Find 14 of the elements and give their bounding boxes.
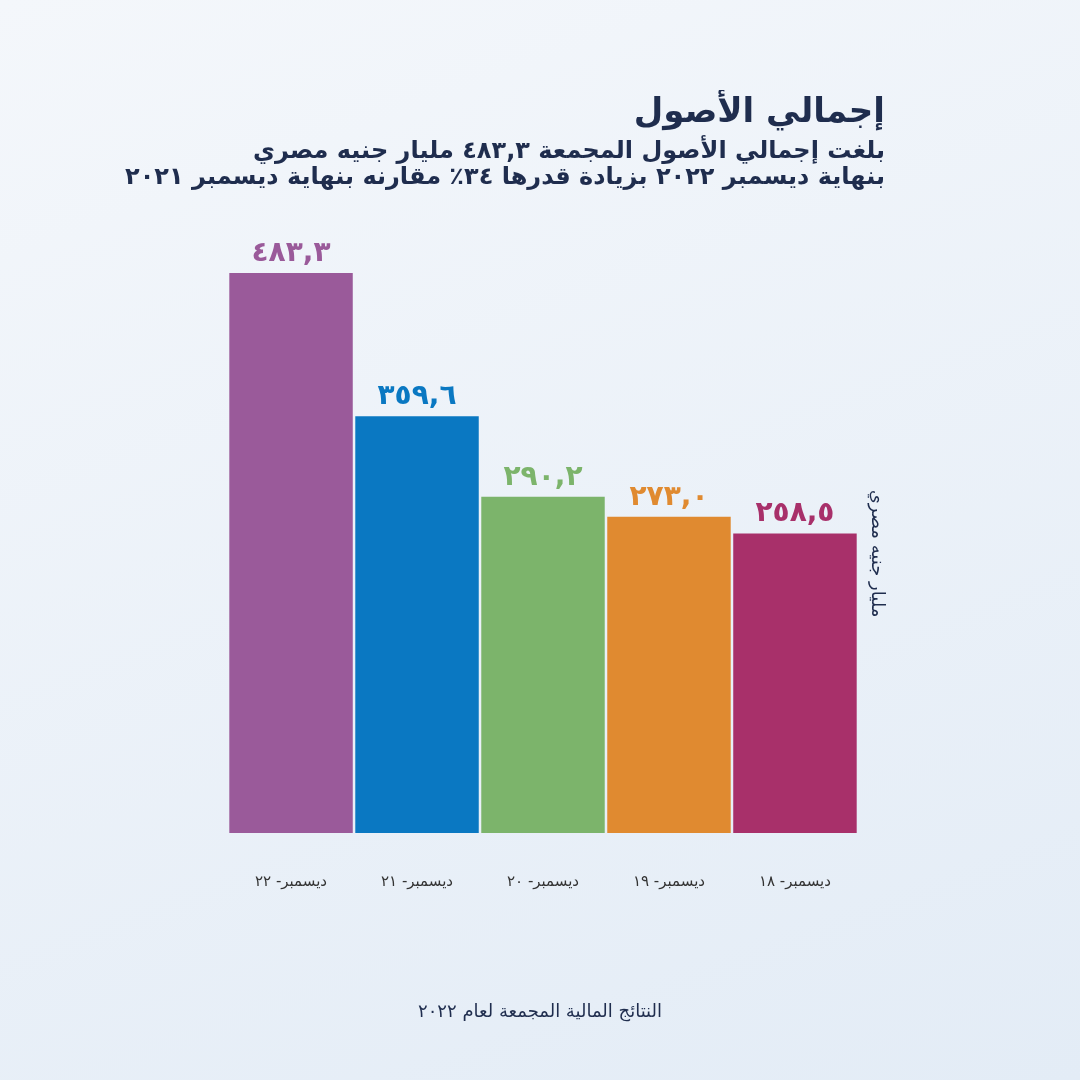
data-label: ٣٥٩,٦ (377, 378, 457, 412)
x-tick-label: ديسمبر- ٢١ (381, 871, 454, 890)
data-label: ٤٨٣,٣ (251, 235, 331, 268)
x-tick-label: ديسمبر- ١٩ (632, 871, 705, 890)
data-label: ٢٩٠,٢ (503, 458, 583, 492)
data-label: ٢٥٨,٥ (755, 495, 835, 529)
data-label: ٢٧٣,٠ (629, 478, 709, 512)
text: النتائج المالية المجمعة لعام ٢٠٢٢ (417, 1000, 663, 1021)
x-tick-label: ديسمبر- ٢٢ (255, 871, 328, 890)
x-tick-label: ديسمبر- ١٨ (758, 871, 831, 890)
y-axis-title: مليار جنيه مصري (866, 489, 889, 618)
x-tick-label: ديسمبر- ٢٠ (506, 871, 580, 890)
chart-title: إجمالي الأصول (633, 89, 885, 131)
chart-subtitle: بلغت إجمالي الأصول المجمعة ٤٨٣,٣ مليار جنيه مصري بنهاية ديسمبر ٢٠٢٢ بزيادة قدرها ٣٤٪ مقارنه بنهاية ديسمبر ٢٠٢١ (125, 135, 885, 190)
